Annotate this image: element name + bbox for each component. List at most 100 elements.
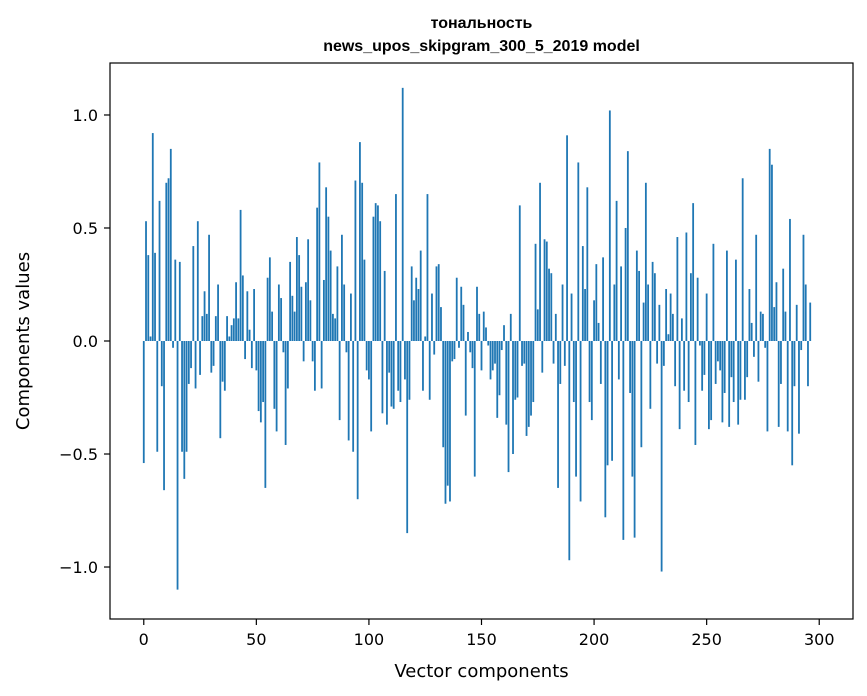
bar-47: [248, 329, 251, 341]
bar-16: [178, 261, 181, 341]
bar-64: [286, 341, 289, 389]
bar-114: [399, 341, 402, 403]
bar-242: [687, 341, 690, 403]
bar-209: [613, 284, 616, 341]
bar-117: [406, 341, 409, 534]
bar-204: [602, 257, 604, 341]
bar-193: [577, 162, 580, 341]
bar-76: [313, 341, 316, 391]
bar-293: [802, 234, 805, 341]
bar-201: [595, 264, 598, 341]
bar-234: [669, 293, 672, 341]
bar-14: [174, 259, 177, 341]
bar-226: [651, 261, 654, 341]
bar-232: [665, 289, 668, 341]
bar-136: [449, 341, 451, 502]
bar-106: [381, 341, 384, 414]
bar-21: [190, 341, 192, 369]
bar-200: [593, 300, 595, 341]
bar-156: [494, 341, 496, 364]
bar-127: [428, 341, 431, 400]
bar-207: [608, 110, 611, 342]
bar-212: [620, 266, 622, 341]
bar-278: [768, 148, 771, 341]
bar-291: [798, 341, 800, 434]
bar-38: [228, 336, 231, 341]
bar-110: [390, 341, 393, 407]
bar-237: [676, 237, 679, 341]
bar-series: [142, 87, 812, 590]
bar-270: [750, 322, 753, 341]
bar-70: [300, 286, 303, 341]
bar-220: [638, 270, 641, 341]
bar-23: [194, 341, 197, 389]
bar-32: [214, 316, 217, 341]
bar-264: [737, 341, 740, 425]
bar-17: [181, 341, 183, 452]
bar-40: [232, 318, 235, 341]
bar-268: [746, 341, 749, 378]
bar-240: [683, 341, 686, 391]
bar-253: [712, 243, 715, 341]
bar-9: [163, 341, 165, 491]
bar-50: [255, 341, 258, 371]
bar-43: [239, 209, 242, 341]
bar-191: [572, 341, 575, 403]
bar-63: [284, 341, 287, 445]
y-tick-label: 1.0: [73, 106, 98, 125]
bar-169: [523, 341, 526, 364]
bar-157: [496, 341, 499, 418]
bar-99: [365, 341, 368, 371]
bar-285: [784, 311, 787, 341]
bar-205: [604, 341, 607, 518]
bar-148: [476, 286, 478, 341]
bar-218: [633, 341, 636, 538]
y-axis-label: Components values: [13, 252, 34, 430]
bar-33: [217, 284, 219, 341]
bar-162: [507, 341, 510, 473]
bar-185: [559, 341, 562, 384]
bar-113: [397, 341, 400, 391]
bar-129: [433, 341, 436, 355]
bar-75: [311, 341, 314, 362]
bar-245: [694, 341, 697, 445]
bar-132: [440, 307, 442, 341]
bar-175: [536, 309, 539, 341]
bar-82: [327, 216, 330, 341]
bar-71: [302, 341, 305, 362]
bar-213: [622, 341, 625, 540]
bar-277: [766, 341, 769, 432]
bar-187: [563, 341, 566, 366]
x-tick-label: 150: [466, 630, 497, 649]
bar-62: [282, 341, 285, 353]
bar-150: [480, 341, 483, 371]
bar-121: [415, 277, 418, 341]
bar-280: [773, 307, 776, 341]
bar-219: [635, 250, 638, 341]
bar-101: [370, 341, 373, 432]
bar-259: [726, 250, 728, 341]
bar-215: [626, 151, 629, 341]
bar-95: [356, 341, 359, 500]
bar-272: [755, 234, 758, 341]
bar-94: [354, 180, 357, 341]
x-tick-label: 100: [354, 630, 385, 649]
bar-176: [539, 182, 541, 341]
bar-30: [210, 341, 213, 373]
bar-28: [205, 313, 208, 341]
bar-266: [741, 178, 744, 341]
bar-86: [336, 266, 339, 341]
bar-199: [590, 341, 593, 421]
bar-72: [304, 282, 307, 341]
bar-131: [437, 264, 440, 341]
bar-168: [521, 341, 523, 366]
bar-139: [455, 277, 458, 341]
bar-66: [291, 295, 294, 341]
bar-105: [379, 221, 382, 341]
y-tick-label: −0.5: [59, 445, 98, 464]
bar-172: [530, 341, 532, 416]
bar-98: [363, 259, 366, 341]
bar-1: [145, 221, 147, 341]
bar-283: [780, 341, 782, 384]
